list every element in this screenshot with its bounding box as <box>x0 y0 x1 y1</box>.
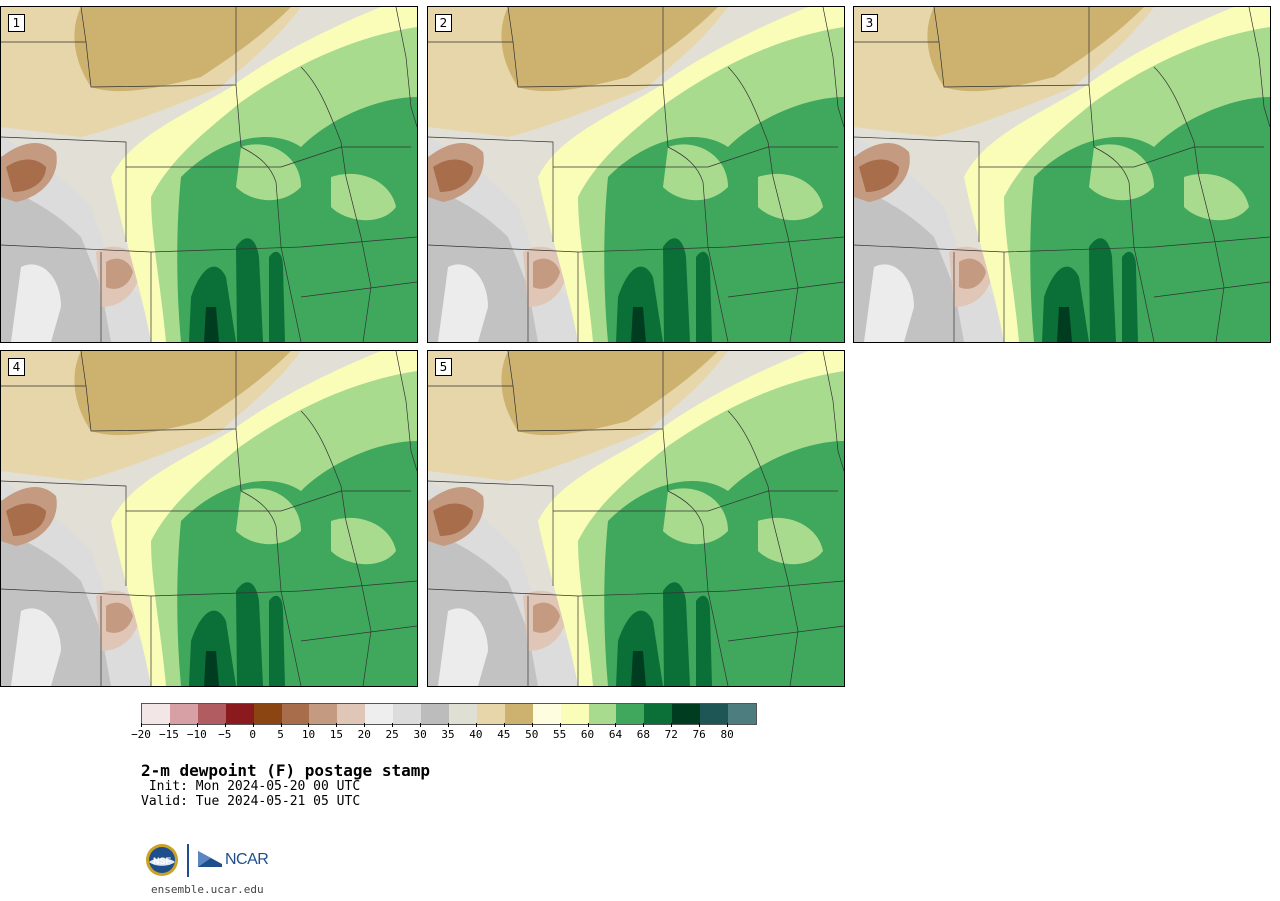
valid-time: Valid: Tue 2024-05-21 05 UTC <box>141 794 361 809</box>
colorbar-tick <box>587 723 589 727</box>
panel-label: 2 <box>435 14 452 32</box>
colorbar-swatch <box>421 704 449 724</box>
colorbar-tick <box>503 723 505 727</box>
colorbar-tick-label: 55 <box>553 728 567 741</box>
panel-label: 1 <box>8 14 25 32</box>
colorbar-tick-label: 25 <box>385 728 399 741</box>
colorbar-swatch <box>393 704 422 724</box>
colorbar-tick-label: 0 <box>249 728 256 741</box>
colorbar-tick-label: 35 <box>441 728 455 741</box>
colorbar-tick-label: −20 <box>131 728 151 741</box>
colorbar-swatch <box>504 704 533 724</box>
colorbar-tick <box>448 723 449 727</box>
colorbar-tick-label: 5 <box>277 728 284 741</box>
colorbar-tick <box>475 723 477 727</box>
panel-label: 4 <box>8 358 25 376</box>
colorbar-tick <box>699 723 701 727</box>
logo-divider <box>187 844 189 877</box>
colorbar-swatch <box>672 704 701 724</box>
colorbar-tick <box>336 723 338 727</box>
colorbar-swatch <box>728 704 756 724</box>
colorbar-swatch <box>142 704 170 724</box>
colorbar-tick <box>168 723 170 727</box>
colorbar-swatch <box>197 704 226 724</box>
colorbar-tick-label: −15 <box>158 728 179 741</box>
colorbar-tick <box>364 723 366 727</box>
ncar-mark-icon <box>198 851 222 867</box>
init-time: Init: Mon 2024-05-20 00 UTC <box>141 779 361 794</box>
ncar-logo-text: NCAR <box>225 851 269 868</box>
colorbar-swatch <box>476 704 505 724</box>
colorbar-tick-label: 30 <box>413 728 427 741</box>
colorbar-swatch <box>588 704 617 724</box>
colorbar-tick-label: −10 <box>186 728 207 741</box>
stamp-panel-5: 5 <box>427 350 845 687</box>
colorbar-swatch <box>281 704 310 724</box>
colorbar-swatch <box>309 704 338 724</box>
plot-title: 2-m dewpoint (F) postage stamp <box>141 761 430 780</box>
colorbar-swatch <box>365 704 394 724</box>
colorbar-tick <box>643 723 645 727</box>
colorbar-tick-label: 68 <box>636 728 650 741</box>
colorbar-tick-label: 50 <box>525 728 539 741</box>
colorbar-swatch <box>337 704 366 724</box>
nsf-logo-icon: NSF <box>146 844 178 876</box>
colorbar-tick-label: 40 <box>469 728 483 741</box>
colorbar-tick-label: 20 <box>357 728 371 741</box>
colorbar-tick-label: 10 <box>301 728 316 741</box>
colorbar-tick <box>671 723 673 727</box>
colorbar-swatch <box>560 704 589 724</box>
logo-area: NSF NCAR <box>145 843 275 883</box>
colorbar-swatch <box>532 704 561 724</box>
panel-label: 5 <box>435 358 452 376</box>
colorbar-tick <box>392 723 394 727</box>
colorbar-swatch <box>700 704 729 724</box>
colorbar-tick-label: 45 <box>497 728 511 741</box>
colorbar-tick-label: 15 <box>329 728 343 741</box>
colorbar-tick <box>615 723 617 727</box>
colorbar-tick <box>420 723 422 727</box>
stamp-panel-3: 3 <box>853 6 1271 343</box>
colorbar-tick <box>196 723 198 727</box>
colorbar-tick-label: 60 <box>580 728 595 741</box>
colorbar-tick-label: 72 <box>664 728 678 741</box>
colorbar <box>141 703 757 725</box>
colorbar-swatch <box>169 704 198 724</box>
nsf-logo-text: NSF <box>153 856 172 866</box>
colorbar-tick-label: 80 <box>720 728 734 741</box>
colorbar-swatch <box>448 704 477 724</box>
colorbar-ticks: −20 −15 −10 −5 0 5 10 15 20 25 30 35 40 45 50 55 60 64 68 7… <box>131 723 757 743</box>
colorbar-swatch <box>616 704 645 724</box>
colorbar-tick <box>308 723 310 727</box>
colorbar-swatch <box>644 704 673 724</box>
stamp-panel-2: 2 <box>427 6 845 343</box>
colorbar-swatch <box>225 704 254 724</box>
colorbar-tick <box>252 723 254 727</box>
colorbar-tick-label: 76 <box>692 728 706 741</box>
site-url: ensemble.ucar.edu <box>151 883 264 896</box>
stamp-panel-1: 1 <box>0 6 418 343</box>
colorbar-tick <box>559 723 561 727</box>
colorbar-tick <box>224 723 226 727</box>
colorbar-tick <box>141 723 142 727</box>
colorbar-tick-label: 64 <box>608 728 623 741</box>
colorbar-tick <box>727 723 729 727</box>
colorbar-swatch <box>253 704 282 724</box>
colorbar-tick-label: −5 <box>218 728 232 741</box>
colorbar-tick <box>531 723 533 727</box>
panel-label: 3 <box>861 14 878 32</box>
colorbar-tick <box>280 723 282 727</box>
stamp-panel-4: 4 <box>0 350 418 687</box>
